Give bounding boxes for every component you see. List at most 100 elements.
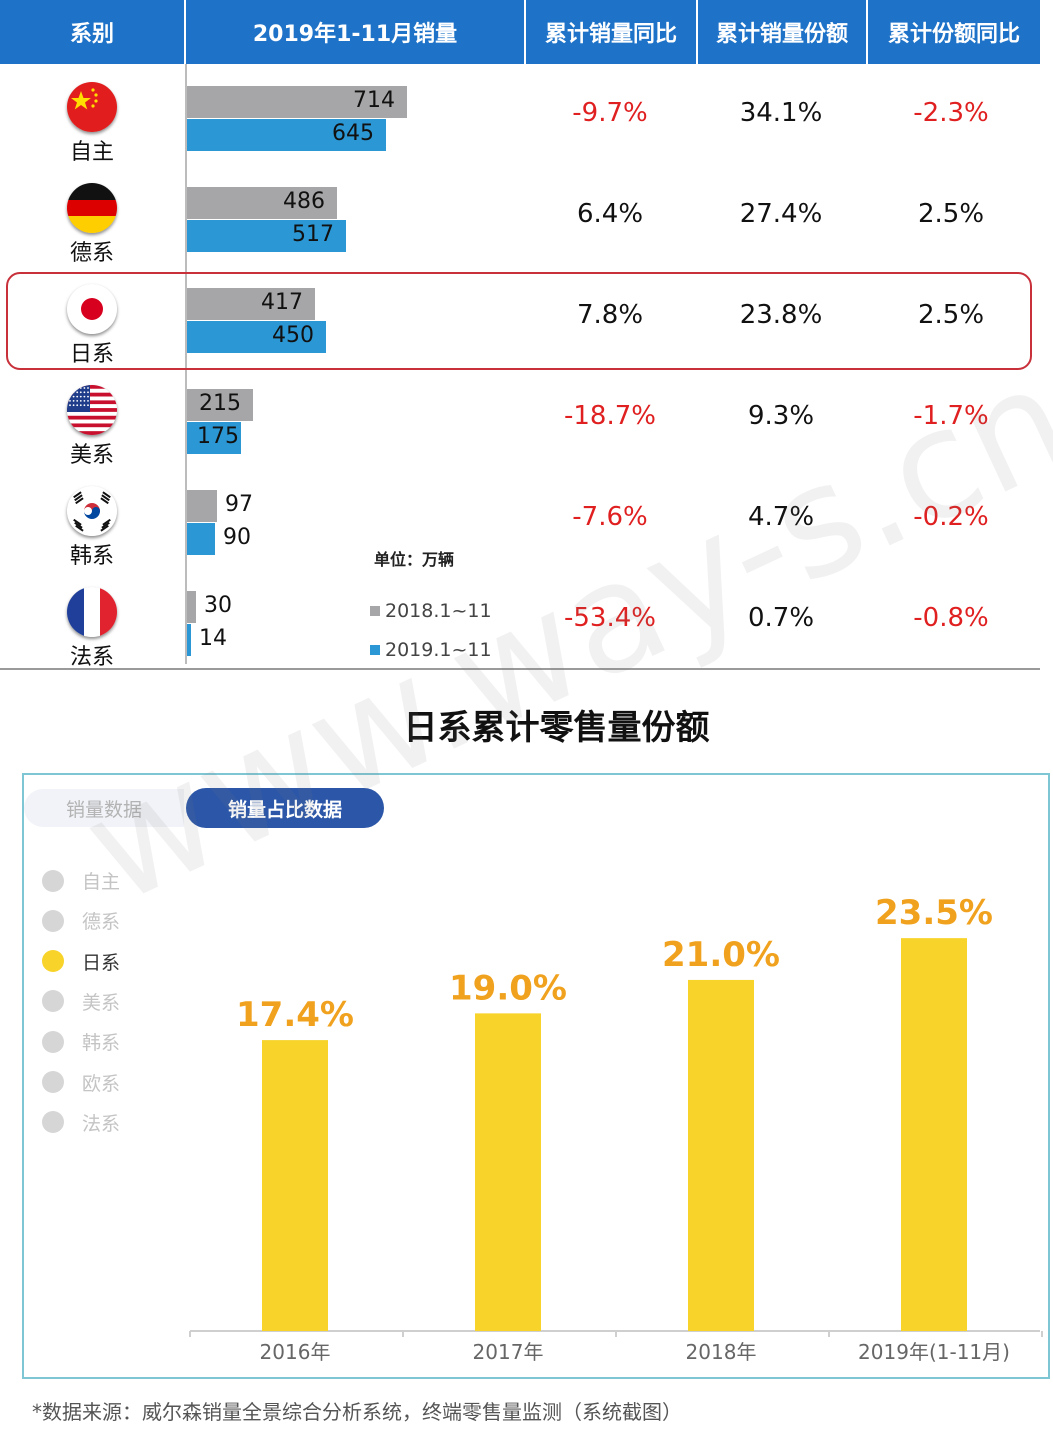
legend-item-2019: 2019.1~11 [370,639,492,661]
bar-2018 [187,187,337,219]
x-tick-label: 2016年 [260,1340,331,1364]
series-dot-icon [42,1111,64,1134]
series-item[interactable]: 美系 [42,988,120,1015]
series-item[interactable]: 法系 [42,1109,120,1136]
bar-axis-line [185,64,187,664]
bar-2018 [187,591,196,623]
bar-2019 [187,624,191,656]
bar-value-label: 21.0% [662,935,780,975]
cell-share: 9.3% [747,401,815,431]
cell-share: 4.7% [747,502,815,532]
bar-value-2018: 30 [204,593,232,618]
row-series-name: 自主 [69,140,114,165]
cell-yoy: -18.7% [564,401,656,431]
share-bar [688,979,754,1331]
cell-yoy: 6.4% [576,199,644,229]
x-tick-label: 2017年 [473,1340,544,1364]
series-item[interactable]: 欧系 [42,1069,120,1096]
legend-swatch-2018 [370,606,380,616]
series-dot-icon [42,1030,64,1053]
japan-highlight-frame [6,272,1032,370]
cell-share: 34.1% [739,98,823,128]
unit-label: 单位：万辆 [374,550,455,569]
row-series-name: 法系 [69,645,114,670]
row-series-name: 日系 [69,342,114,367]
header-share-yoy: 累计份额同比 [868,0,1040,64]
bar-2019 [187,220,346,252]
cell-share: 27.4% [739,199,823,229]
tab-sales-share-data[interactable]: 销量占比数据 [186,788,384,828]
bar-value-2018: 486 [283,189,325,214]
x-tick-label: 2019年(1-11月) [858,1340,1010,1364]
bar-value-2019: 645 [332,121,374,146]
cell-share-yoy: -2.3% [913,98,989,128]
row-series-name: 德系 [69,241,114,266]
series-label: 法系 [82,1112,121,1135]
bar-value-2019: 517 [292,222,334,247]
legend-swatch-2019 [370,645,380,655]
japan-flag-icon [67,284,117,334]
series-label: 欧系 [82,1072,121,1095]
bar-value-2018: 714 [353,88,395,113]
korea-flag-icon [67,486,117,536]
tab-sales-data[interactable]: 销量数据 [24,789,184,827]
share-bar [475,1013,541,1331]
series-dot-icon [42,950,64,973]
cell-share-yoy: -0.8% [913,603,989,633]
brand-sales-table: 系别 2019年1-11月销量 累计销量同比 累计销量份额 累计份额同比 自主 7… [0,0,1040,672]
series-label: 韩系 [82,1032,121,1055]
series-item[interactable]: 韩系 [42,1028,120,1055]
bar-value-2019: 90 [223,525,251,550]
series-dot-icon [42,869,64,892]
series-dot-icon [42,990,64,1013]
bar-2019 [187,321,326,353]
source-footnote: *数据来源：威尔森销量全景综合分析系统，终端零售量监测（系统截图） [32,1400,682,1424]
bar-2018 [187,389,253,421]
cell-share-yoy: 2.5% [917,300,985,330]
legend-label-2018: 2018.1~11 [385,600,492,622]
cell-share-yoy: -1.7% [913,401,989,431]
x-tick-label: 2018年 [686,1340,757,1364]
bar-2019 [187,523,215,555]
cell-share: 23.8% [739,300,823,330]
cell-yoy: -53.4% [564,603,656,633]
series-label: 德系 [82,911,121,934]
bar-value-label: 17.4% [236,995,354,1035]
bar-value-2018: 215 [199,391,241,416]
section-title: 日系累计零售量份额 [403,708,710,748]
header-share: 累计销量份额 [698,0,866,64]
cell-share-yoy: 2.5% [917,199,985,229]
legend-item-2018: 2018.1~11 [370,600,492,622]
series-label: 美系 [82,991,121,1014]
row-series-name: 韩系 [69,544,114,569]
france-flag-icon [67,587,117,637]
cell-yoy: -7.6% [572,502,648,532]
row-series-name: 美系 [69,443,114,468]
cell-yoy: -9.7% [572,98,648,128]
cell-share-yoy: -0.2% [913,502,989,532]
share-bar [262,1040,328,1331]
share-bar [901,938,967,1331]
series-item[interactable]: 德系 [42,907,120,934]
germany-flag-icon [67,183,117,233]
bar-value-label: 19.0% [449,968,567,1008]
legend-label-2019: 2019.1~11 [385,639,492,661]
bar-value-2018: 417 [261,290,303,315]
bar-value-2019: 14 [199,626,227,651]
header-sales-yoy: 累计销量同比 [526,0,696,64]
bar-value-2019: 450 [272,323,314,348]
table-bottom-rule [0,668,1040,670]
series-item[interactable]: 日系 [42,948,120,975]
cell-share: 0.7% [747,603,815,633]
bar-2018 [187,490,217,522]
bar-2019 [187,119,386,151]
series-dot-icon [42,1071,64,1093]
series-label: 日系 [82,951,121,974]
series-item[interactable]: 自主 [42,867,120,894]
china-flag-icon [67,82,117,132]
series-dot-icon [42,909,64,932]
bar-2018 [187,288,315,320]
bar-value-2019: 175 [197,424,239,449]
bar-2018 [187,86,407,118]
